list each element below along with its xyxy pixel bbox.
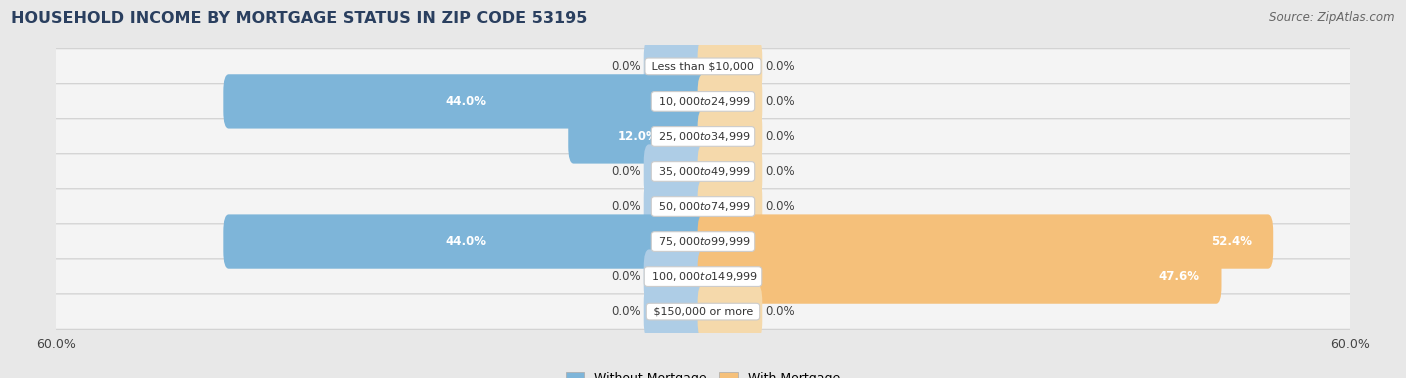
FancyBboxPatch shape [697,249,1222,304]
FancyBboxPatch shape [51,294,1355,329]
Text: 0.0%: 0.0% [610,165,641,178]
FancyBboxPatch shape [644,39,709,93]
Text: HOUSEHOLD INCOME BY MORTGAGE STATUS IN ZIP CODE 53195: HOUSEHOLD INCOME BY MORTGAGE STATUS IN Z… [11,11,588,26]
FancyBboxPatch shape [224,214,709,269]
FancyBboxPatch shape [697,285,762,339]
Text: Less than $10,000: Less than $10,000 [648,61,758,71]
Text: $10,000 to $24,999: $10,000 to $24,999 [655,95,751,108]
Text: $35,000 to $49,999: $35,000 to $49,999 [655,165,751,178]
Text: 0.0%: 0.0% [765,60,796,73]
Legend: Without Mortgage, With Mortgage: Without Mortgage, With Mortgage [561,367,845,378]
Text: 0.0%: 0.0% [765,95,796,108]
FancyBboxPatch shape [697,39,762,93]
Text: $150,000 or more: $150,000 or more [650,307,756,317]
FancyBboxPatch shape [51,119,1355,154]
Text: 0.0%: 0.0% [765,305,796,318]
Text: 0.0%: 0.0% [765,200,796,213]
FancyBboxPatch shape [697,180,762,234]
FancyBboxPatch shape [51,259,1355,294]
Text: $25,000 to $34,999: $25,000 to $34,999 [655,130,751,143]
FancyBboxPatch shape [644,249,709,304]
Text: 0.0%: 0.0% [765,130,796,143]
Text: $75,000 to $99,999: $75,000 to $99,999 [655,235,751,248]
FancyBboxPatch shape [51,84,1355,119]
FancyBboxPatch shape [568,109,709,164]
FancyBboxPatch shape [644,144,709,198]
Text: $50,000 to $74,999: $50,000 to $74,999 [655,200,751,213]
Text: 52.4%: 52.4% [1211,235,1251,248]
Text: Source: ZipAtlas.com: Source: ZipAtlas.com [1270,11,1395,24]
FancyBboxPatch shape [644,180,709,234]
Text: 0.0%: 0.0% [610,270,641,283]
FancyBboxPatch shape [644,285,709,339]
FancyBboxPatch shape [51,154,1355,189]
Text: 0.0%: 0.0% [610,200,641,213]
Text: 12.0%: 12.0% [619,130,658,143]
Text: 0.0%: 0.0% [610,60,641,73]
FancyBboxPatch shape [697,74,762,129]
FancyBboxPatch shape [697,109,762,164]
Text: 0.0%: 0.0% [765,165,796,178]
FancyBboxPatch shape [697,144,762,198]
FancyBboxPatch shape [51,49,1355,84]
FancyBboxPatch shape [697,214,1274,269]
FancyBboxPatch shape [224,74,709,129]
FancyBboxPatch shape [51,189,1355,224]
Text: 44.0%: 44.0% [446,235,486,248]
FancyBboxPatch shape [51,224,1355,259]
Text: 47.6%: 47.6% [1159,270,1199,283]
Text: 44.0%: 44.0% [446,95,486,108]
Text: $100,000 to $149,999: $100,000 to $149,999 [648,270,758,283]
Text: 0.0%: 0.0% [610,305,641,318]
